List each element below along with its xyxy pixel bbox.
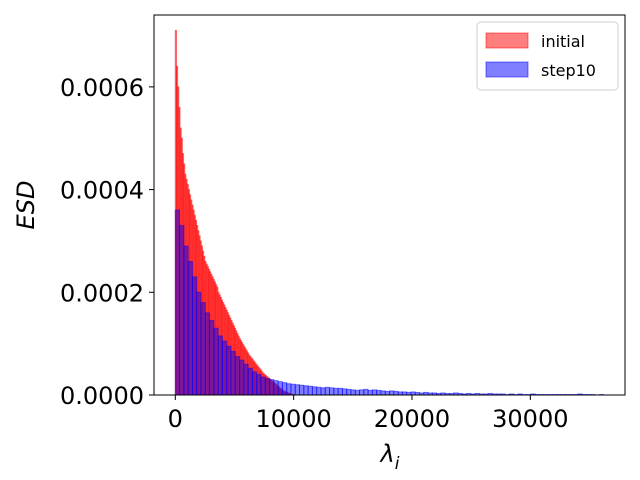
- step10-bar: [307, 385, 313, 396]
- step10-bar: [213, 327, 219, 396]
- step10-bar: [380, 390, 386, 396]
- step10-bar: [204, 312, 211, 396]
- step10-bar: [179, 225, 185, 396]
- step10-bar: [264, 378, 271, 396]
- step10-bar: [221, 340, 228, 396]
- step10-bar: [320, 387, 326, 396]
- x-axis-label: λi: [379, 440, 400, 474]
- step10-bar: [303, 385, 309, 396]
- step10-bar: [371, 389, 378, 396]
- step10-bar: [247, 367, 253, 396]
- step10-bar: [333, 387, 339, 396]
- step10-bar: [329, 387, 335, 396]
- step10-bar: [350, 389, 356, 396]
- y-tick-label: 0.0006: [60, 74, 144, 102]
- y-axis-label: ESD: [12, 181, 40, 230]
- legend-swatch-initial: [485, 32, 529, 49]
- step10-bar: [243, 363, 249, 396]
- step10-bar: [281, 382, 288, 396]
- x-axis-ticks: 0 10000 20000 30000: [168, 395, 569, 433]
- step10-bar: [239, 359, 245, 396]
- step10-bar: [384, 390, 391, 396]
- step10-bar: [256, 373, 262, 396]
- step10-bar: [363, 388, 369, 396]
- step10-bar: [209, 320, 215, 396]
- y-tick-label: 0.0002: [60, 279, 144, 307]
- step10-bar: [354, 389, 361, 396]
- step10-bar: [273, 380, 279, 396]
- x-axis-label-main: λ: [379, 440, 395, 468]
- step10-bar: [341, 388, 348, 396]
- x-tick-label: 30000: [492, 405, 568, 433]
- step10-bar: [269, 379, 275, 396]
- x-tick-label: 10000: [255, 405, 331, 433]
- step10-bar: [367, 389, 373, 396]
- step10-bar: [324, 386, 331, 396]
- step10-bar: [191, 276, 198, 396]
- y-tick-label: 0.0000: [60, 382, 144, 410]
- step10-bar: [234, 355, 241, 396]
- x-tick-label: 20000: [374, 405, 450, 433]
- step10-bar: [226, 345, 232, 396]
- step10-bar: [217, 335, 223, 396]
- step10-bar: [359, 389, 365, 396]
- step10-bar: [299, 384, 305, 396]
- x-tick-label: 0: [168, 405, 183, 433]
- step10-bar: [316, 386, 322, 396]
- step10-bar: [251, 371, 258, 396]
- step10-bar: [376, 389, 382, 396]
- step10-bar: [389, 390, 395, 396]
- step10-series-bars: [174, 209, 605, 396]
- step10-bar: [294, 384, 301, 396]
- step10-bar: [337, 387, 343, 396]
- step10-bar: [290, 383, 296, 396]
- step10-bar: [311, 386, 318, 396]
- legend-label-initial: initial: [541, 32, 585, 51]
- legend-swatch-step10: [485, 61, 529, 78]
- plot-frame: [153, 14, 626, 396]
- step10-bar: [183, 245, 189, 396]
- step10-bar: [393, 390, 399, 396]
- step10-bar: [196, 291, 202, 396]
- legend: initial step10: [476, 21, 619, 91]
- step10-bar: [200, 302, 206, 396]
- step10-bar: [286, 383, 292, 396]
- step10-bar: [260, 376, 266, 396]
- x-axis-label-subscript: i: [395, 454, 400, 474]
- legend-label-step10: step10: [541, 61, 596, 80]
- step10-bar: [230, 350, 236, 396]
- step10-bar: [346, 388, 352, 396]
- y-tick-label: 0.0004: [60, 177, 144, 205]
- step10-bar: [174, 209, 181, 396]
- step10-bar: [187, 260, 193, 396]
- step10-bar: [277, 381, 283, 396]
- y-axis-ticks: 0.0000 0.0002 0.0004 0.0006: [60, 74, 154, 410]
